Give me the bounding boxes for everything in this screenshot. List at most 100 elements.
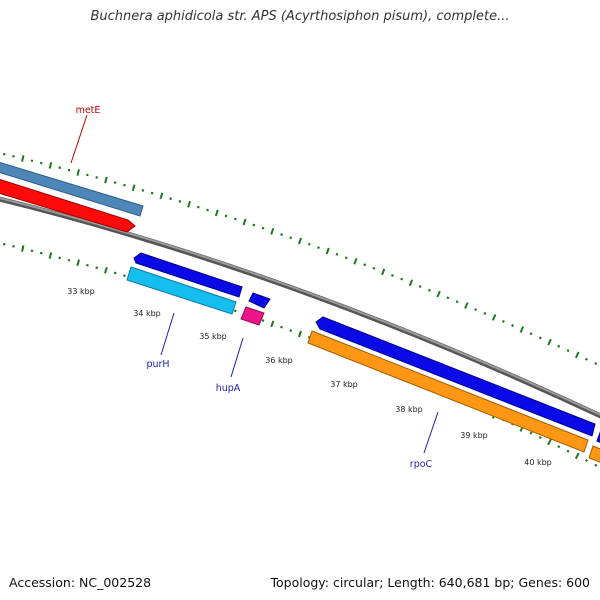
minor-tick-mark	[474, 308, 478, 311]
minor-tick-mark	[178, 200, 182, 203]
minor-tick-mark	[511, 324, 515, 327]
feature-orange-edge[interactable]	[588, 445, 600, 464]
kbp-tick-label: 37 kbp	[330, 380, 358, 389]
feature-metE[interactable]	[0, 178, 136, 233]
minor-tick-mark	[483, 311, 487, 315]
inner-tick-ring	[2, 242, 598, 467]
minor-tick-mark	[501, 319, 505, 323]
major-tick-mark	[21, 155, 25, 162]
minor-tick-mark	[594, 362, 598, 366]
minor-tick-mark	[86, 173, 89, 177]
minor-tick-mark	[2, 242, 6, 246]
minor-tick-mark	[538, 436, 542, 439]
minor-tick-mark	[113, 271, 117, 275]
major-tick-mark	[159, 192, 164, 200]
minor-tick-mark	[233, 309, 237, 313]
gene-label-purH[interactable]: purH	[146, 359, 169, 370]
gene-label-metE[interactable]: metE	[76, 105, 101, 116]
minor-tick-mark	[261, 226, 265, 230]
minor-tick-mark	[557, 445, 561, 449]
minor-tick-mark	[206, 208, 209, 212]
feature-hupA[interactable]	[240, 306, 265, 326]
kbp-tick-label: 39 kbp	[460, 431, 488, 440]
minor-tick-mark	[529, 431, 533, 435]
minor-tick-mark	[123, 274, 126, 278]
minor-tick-mark	[95, 266, 99, 270]
minor-tick-mark	[280, 233, 283, 236]
minor-tick-mark	[418, 285, 422, 288]
major-tick-mark	[131, 184, 136, 192]
major-tick-mark	[491, 314, 497, 321]
minor-tick-mark	[150, 191, 154, 195]
major-tick-mark	[187, 200, 191, 208]
major-tick-mark	[48, 252, 53, 259]
major-tick-mark	[519, 326, 525, 333]
outer-tick-ring	[2, 152, 598, 366]
major-tick-mark	[270, 227, 275, 235]
minor-tick-mark	[455, 300, 459, 304]
major-tick-mark	[325, 247, 330, 255]
major-tick-mark	[464, 302, 469, 309]
minor-tick-mark	[224, 214, 228, 218]
major-tick-mark	[48, 162, 53, 169]
minor-tick-mark	[400, 277, 404, 281]
feature-blue-edge[interactable]	[596, 430, 600, 445]
kbp-tick-label: 33 kbp	[67, 287, 95, 296]
kbp-tick-label: 36 kbp	[265, 356, 293, 365]
minor-tick-mark	[39, 161, 43, 165]
minor-tick-mark	[30, 159, 34, 163]
major-tick-mark	[297, 237, 303, 245]
feature-purH-upper[interactable]	[133, 252, 243, 298]
minor-tick-mark	[261, 319, 265, 322]
genome-summary-label: Topology: circular; Length: 640,681 bp; …	[270, 575, 591, 590]
kbp-tick-label: 38 kbp	[395, 405, 423, 414]
minor-tick-mark	[566, 349, 570, 353]
leader-line-rpoC	[423, 411, 439, 454]
minor-tick-mark	[557, 344, 561, 348]
minor-tick-mark	[12, 154, 15, 158]
major-tick-mark	[104, 176, 108, 184]
kbp-tick-label: 40 kbp	[524, 458, 552, 467]
leader-line-purH	[160, 312, 175, 356]
feature-blue-long[interactable]	[315, 316, 596, 437]
feature-steelblue[interactable]	[0, 161, 144, 217]
minor-tick-mark	[363, 263, 367, 267]
major-tick-mark	[353, 257, 358, 265]
minor-tick-mark	[390, 274, 394, 277]
minor-tick-mark	[335, 252, 339, 256]
genome-backbone	[0, 196, 600, 419]
minor-tick-mark	[307, 242, 311, 246]
minor-tick-mark	[58, 256, 62, 260]
feature-purH[interactable]	[126, 266, 237, 315]
kbp-tick-label: 35 kbp	[199, 332, 227, 341]
major-tick-mark	[21, 245, 25, 252]
minor-tick-mark	[594, 463, 598, 467]
minor-tick-mark	[169, 197, 172, 200]
major-tick-mark	[242, 218, 247, 226]
feature-rpoC[interactable]	[307, 330, 589, 453]
minor-tick-mark	[233, 217, 237, 221]
genome-backbone-highlight	[0, 197, 600, 416]
gene-label-hupA[interactable]: hupA	[216, 383, 241, 394]
leader-line-metE	[70, 114, 88, 164]
minor-tick-mark	[67, 168, 71, 172]
minor-tick-mark	[289, 236, 293, 240]
minor-tick-mark	[566, 449, 570, 453]
major-tick-mark	[574, 452, 580, 460]
minor-tick-mark	[196, 205, 200, 209]
minor-tick-mark	[86, 263, 89, 267]
minor-tick-mark	[95, 176, 99, 179]
gene-label-rpoC[interactable]: rpoC	[410, 459, 433, 470]
major-tick-mark	[76, 259, 80, 267]
feature-small-blue[interactable]	[248, 292, 271, 309]
minor-tick-mark	[67, 258, 71, 262]
major-tick-mark	[574, 351, 580, 359]
minor-tick-mark	[252, 223, 256, 227]
minor-tick-mark	[427, 288, 431, 292]
minor-tick-mark	[344, 256, 348, 260]
accession-label: Accession: NC_002528	[9, 575, 152, 590]
minor-tick-mark	[280, 325, 283, 329]
major-tick-mark	[408, 279, 414, 287]
